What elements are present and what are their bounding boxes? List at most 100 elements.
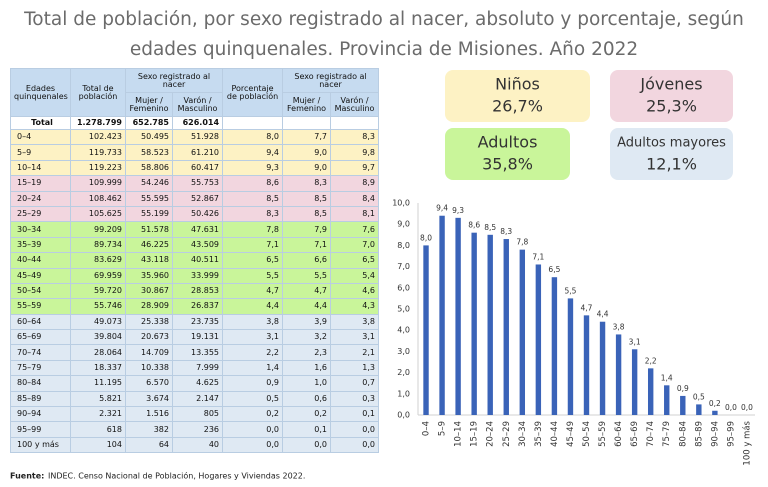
- table-cell: 23.735: [171, 313, 224, 331]
- table-cell: 102.423: [70, 128, 126, 146]
- header-cell: Sexo registrado al nacer: [124, 68, 224, 93]
- summary-label: Adultos mayores: [617, 136, 726, 151]
- bar: [680, 395, 686, 415]
- table-cell: 3,1: [222, 329, 284, 346]
- table-cell: 33.999: [171, 267, 224, 284]
- table-row: 20–24 108.462 55.595 52.867 8,5 8,5 8,4: [10, 190, 380, 207]
- table-cell: 5,5: [282, 267, 332, 284]
- table-cell: 61.210: [171, 144, 224, 161]
- value-label: 8,6: [468, 221, 480, 230]
- table-cell: 2.147: [171, 390, 224, 408]
- table-cell: 0,1: [282, 421, 332, 438]
- table-cell: 5,5: [222, 267, 284, 284]
- table-cell: 51.928: [171, 128, 224, 146]
- table-row: 5–9 119.733 58.523 61.210 9,4 9,0 9,8: [10, 144, 380, 161]
- value-label: 8,5: [484, 223, 496, 232]
- value-label: 4,4: [597, 310, 609, 319]
- table-cell: 6,6: [282, 252, 332, 269]
- table-cell: 4,4: [222, 298, 284, 315]
- total-row: Total 1.278.799 652.785 626.014: [10, 116, 380, 130]
- summary-box: [445, 70, 590, 122]
- table-cell: 8,3: [282, 175, 332, 192]
- table-cell: 1,6: [282, 359, 332, 377]
- table-cell: 108.462: [70, 190, 126, 207]
- value-label: 2,2: [645, 356, 657, 365]
- value-label: 4,7: [581, 303, 593, 312]
- bar: [471, 232, 477, 415]
- table-cell: 105.625: [70, 205, 126, 223]
- x-tick-label: 10–14: [454, 421, 464, 447]
- table-cell: 55.595: [125, 190, 173, 207]
- summary-label: Jóvenes: [639, 75, 702, 94]
- table-cell: 65–69: [10, 329, 71, 346]
- table-cell: 18.337: [70, 359, 126, 377]
- table-cell: 8,5: [282, 205, 332, 223]
- table-cell: 0,5: [222, 390, 284, 408]
- table-cell: 8,9: [330, 175, 380, 192]
- bar: [551, 277, 558, 415]
- x-tick-label: 25–29: [502, 421, 512, 447]
- table-cell: 0,0: [222, 421, 284, 438]
- table-cell: 119.733: [70, 144, 126, 161]
- summary-value: 26,7%: [492, 97, 543, 116]
- table-cell: 4,4: [282, 298, 332, 315]
- y-tick-label: 1,0: [397, 389, 410, 398]
- bar: [567, 298, 574, 415]
- summary-value: 25,3%: [646, 97, 697, 116]
- header-cell: Total de población: [70, 68, 126, 117]
- table-cell: [222, 116, 284, 130]
- table-cell: 39.804: [70, 329, 126, 346]
- summary-value: 12,1%: [646, 155, 697, 174]
- table-row: 65–69 39.804 20.673 19.131 3,1 3,2 3,1: [10, 329, 380, 346]
- table-cell: 119.223: [70, 159, 126, 177]
- x-tick-label: 60–64: [614, 421, 624, 447]
- table-cell: 50.495: [125, 128, 173, 146]
- table-cell: 3,1: [330, 329, 380, 346]
- value-label: 0,2: [709, 399, 721, 408]
- bar: [503, 239, 509, 415]
- table-cell: 6,5: [222, 252, 284, 269]
- table-cell: 9,3: [222, 159, 284, 177]
- value-label: 8,3: [500, 227, 512, 236]
- table-cell: 83.629: [70, 252, 126, 269]
- summary-label: Niños: [495, 75, 540, 94]
- summary-box: [445, 128, 570, 180]
- table-cell: 50–54: [10, 282, 71, 300]
- table-cell: 0,0: [222, 436, 284, 454]
- table-cell: 382: [125, 421, 173, 438]
- table-cell: 1.516: [125, 406, 173, 423]
- table-cell: 7,6: [330, 221, 380, 238]
- table-row: 30–34 99.209 51.578 47.631 7,8 7,9 7,6: [10, 221, 380, 238]
- table-row: 50–54 59.720 30.867 28.853 4,7 4,7 4,6: [10, 282, 380, 300]
- table-cell: Total: [10, 116, 71, 130]
- table-cell: 10.338: [125, 359, 173, 377]
- table-cell: 40.511: [171, 252, 224, 269]
- x-tick-label: 95–99: [726, 421, 736, 447]
- table-cell: 89.734: [70, 236, 126, 254]
- y-tick-label: 9,0: [397, 220, 410, 229]
- table-cell: 35–39: [10, 236, 71, 254]
- table-cell: 3,8: [222, 313, 284, 331]
- value-label: 8,0: [420, 233, 432, 242]
- x-tick-label: 65–69: [630, 421, 640, 447]
- table-cell: 9,4: [222, 144, 284, 161]
- table-cell: 40: [171, 436, 224, 454]
- table-cell: 25.338: [125, 313, 173, 331]
- table-row: 100 y más 104 64 40 0,0 0,0 0,0: [10, 436, 380, 454]
- table-cell: 0,0: [330, 421, 380, 438]
- table-cell: 45–49: [10, 267, 71, 284]
- header-cell: Mujer / Femenino: [282, 92, 332, 117]
- table-cell: 1,4: [222, 359, 284, 377]
- table-cell: 20–24: [10, 190, 71, 207]
- table-cell: 52.867: [171, 190, 224, 207]
- table-cell: 8,3: [222, 205, 284, 223]
- bar: [599, 321, 606, 415]
- table-cell: 9,0: [282, 144, 332, 161]
- table-cell: 4,7: [282, 282, 332, 300]
- table-cell: 43.118: [125, 252, 173, 269]
- table-cell: 236: [171, 421, 224, 438]
- table-cell: 2.321: [70, 406, 126, 423]
- table-cell: 3,9: [282, 313, 332, 331]
- value-label: 0,5: [693, 392, 705, 401]
- x-tick-label: 75–79: [662, 421, 672, 447]
